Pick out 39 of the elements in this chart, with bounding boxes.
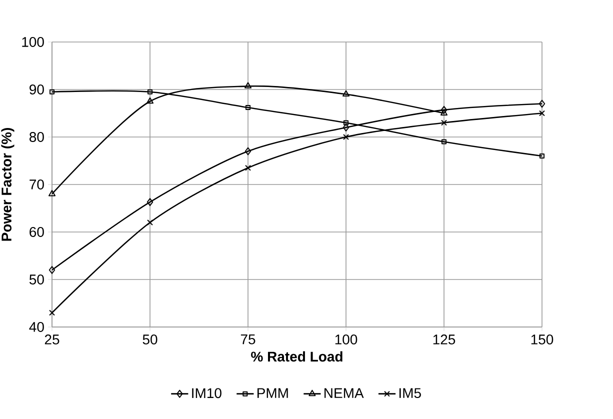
point (48, 190, 56, 196)
point (539, 110, 545, 116)
y-tick-label: 50 (29, 274, 44, 284)
x-tick-label: 25 (44, 334, 60, 344)
y-tick-label: 60 (30, 227, 44, 237)
point (148, 89, 153, 94)
y-tick-label: 90 (30, 84, 44, 94)
point (441, 120, 447, 126)
y-tick-label: 100 (22, 37, 44, 47)
point (147, 220, 153, 226)
point (440, 106, 448, 114)
y-axis-title: Power Factor (%) (1, 128, 14, 241)
point (342, 90, 350, 96)
legend-label: PMM (257, 388, 288, 398)
point (246, 105, 251, 110)
point (342, 123, 350, 132)
y-tick-label: 80 (30, 132, 44, 142)
x-tick-label: 100 (335, 334, 358, 344)
point (244, 82, 252, 88)
legend-label: IM10 (192, 388, 222, 398)
point (440, 109, 448, 116)
y-tick-label: 40 (29, 322, 44, 332)
x-tick-label: 75 (240, 334, 256, 344)
x-tick-label: 50 (142, 334, 158, 344)
legend-label: IM5 (399, 388, 421, 398)
x-tick-label: 125 (433, 334, 456, 344)
point (48, 266, 56, 274)
point (146, 198, 154, 206)
point (146, 97, 154, 104)
point (442, 139, 446, 144)
point (49, 310, 55, 316)
x-axis-title: % Rated Load (251, 351, 342, 362)
legend-label: NEMA (324, 388, 364, 398)
point (244, 147, 252, 156)
point (538, 100, 546, 108)
y-tick-label: 70 (30, 180, 44, 190)
x-tick-label: 150 (531, 334, 554, 344)
point (245, 164, 251, 171)
point (343, 134, 349, 140)
